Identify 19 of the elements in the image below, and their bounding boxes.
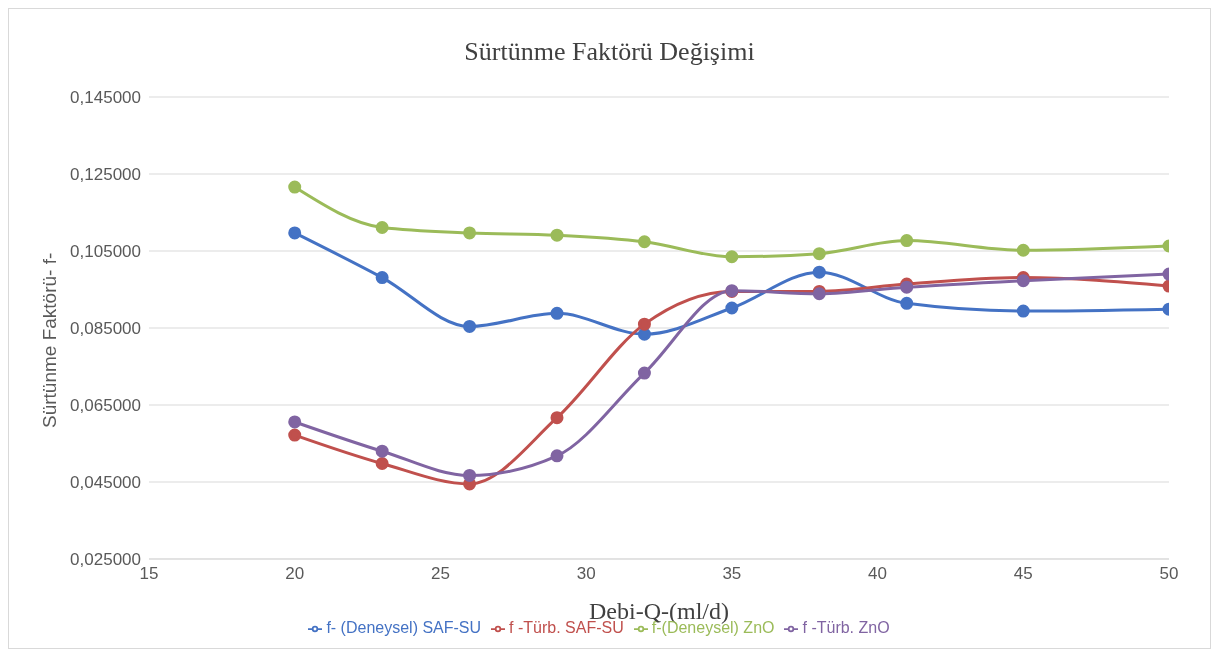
y-tick-label: 0,105000 [70, 242, 141, 262]
y-tick-label: 0,085000 [70, 319, 141, 339]
y-tick-label: 0,045000 [70, 473, 141, 493]
x-tick-label: 25 [430, 564, 450, 584]
chart-title: Sürtünme Faktörü Değişimi [463, 37, 756, 68]
x-tick-label: 50 [1159, 564, 1179, 584]
legend-label: f- (Deneysel) SAF-SU [326, 619, 482, 636]
y-tick-label: 0,145000 [70, 88, 141, 108]
y-tick-label: 0,025000 [70, 550, 141, 570]
x-tick-label: 15 [139, 564, 159, 584]
y-tick-label: 0,125000 [70, 165, 141, 185]
y-tick-label: 0,065000 [70, 396, 141, 416]
x-tick-label: 20 [285, 564, 305, 584]
x-tick-label: 30 [576, 564, 596, 584]
legend-label: f -Türb. ZnO [802, 619, 890, 636]
x-tick-label: 45 [1013, 564, 1033, 584]
x-tick-label: 40 [868, 564, 888, 584]
y-axis-title: Sürtünme Faktörü- f- [38, 252, 60, 428]
x-tick-label: 35 [722, 564, 742, 584]
